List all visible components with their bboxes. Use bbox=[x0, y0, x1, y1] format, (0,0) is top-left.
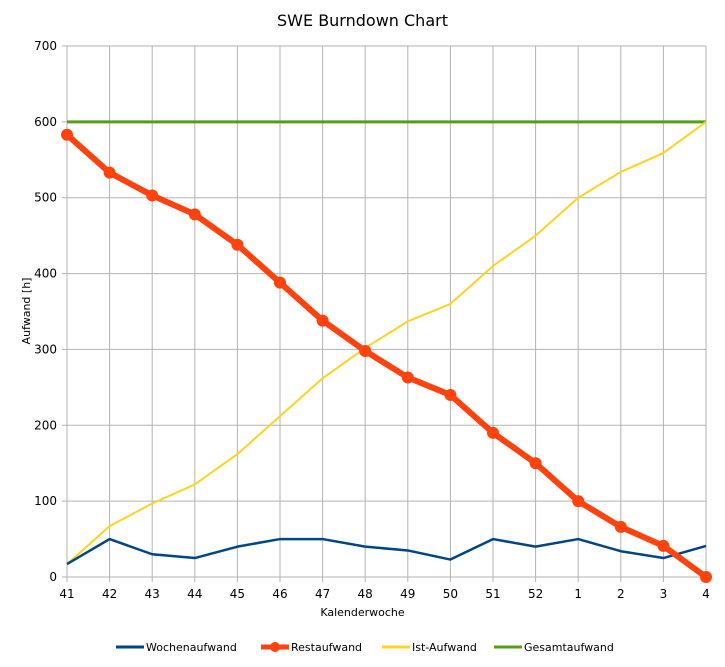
y-tick-label: 300 bbox=[34, 342, 57, 356]
series-line-ist-aufwand bbox=[66, 121, 707, 565]
x-tick-label: 49 bbox=[400, 587, 415, 601]
data-point-restaufwand bbox=[487, 426, 499, 439]
chart-title: SWE Burndown Chart bbox=[277, 11, 448, 30]
data-point-restaufwand bbox=[231, 238, 244, 251]
x-tick-label: 47 bbox=[315, 587, 330, 601]
data-point-restaufwand bbox=[146, 189, 159, 202]
x-tick-label: 42 bbox=[102, 587, 117, 601]
x-tick-label: 43 bbox=[145, 587, 160, 601]
data-point-restaufwand bbox=[572, 495, 585, 508]
x-tick-label: 44 bbox=[187, 587, 202, 601]
x-tick-label: 48 bbox=[358, 587, 373, 601]
y-tick-label: 0 bbox=[49, 570, 57, 584]
y-tick-label: 200 bbox=[34, 418, 57, 432]
x-tick-label: 3 bbox=[660, 587, 668, 601]
data-point-restaufwand bbox=[444, 388, 457, 401]
data-point-restaufwand bbox=[614, 520, 627, 533]
y-tick-label: 100 bbox=[34, 494, 57, 508]
x-tick-label: 2 bbox=[617, 587, 625, 601]
grid bbox=[62, 45, 707, 582]
y-tick-label: 700 bbox=[34, 39, 57, 53]
series-group bbox=[61, 120, 712, 583]
y-axis-ticks: 0 100 200 300 400 500 600 700 bbox=[34, 39, 57, 584]
legend: Wochenaufwand Restaufwand Ist-Aufwand Gesam… bbox=[116, 641, 614, 654]
x-tick-label: 41 bbox=[59, 587, 74, 601]
data-point-restaufwand bbox=[529, 457, 542, 470]
x-tick-label: 50 bbox=[443, 587, 458, 601]
data-point-restaufwand bbox=[188, 208, 201, 221]
legend-marker-restaufwand bbox=[270, 642, 280, 652]
x-axis-label: Kalenderwoche bbox=[320, 606, 405, 619]
legend-label-ist-aufwand: Ist-Aufwand bbox=[412, 641, 477, 654]
data-point-restaufwand bbox=[274, 276, 286, 289]
data-point-restaufwand bbox=[316, 314, 329, 327]
legend-label-wochenaufwand: Wochenaufwand bbox=[146, 641, 237, 654]
y-axis-label: Aufwand [h] bbox=[20, 278, 33, 345]
y-tick-label: 500 bbox=[34, 191, 57, 205]
x-tick-label: 45 bbox=[230, 587, 245, 601]
legend-label-gesamtaufwand: Gesamtaufwand bbox=[524, 641, 614, 654]
x-tick-label: 51 bbox=[485, 587, 500, 601]
x-tick-label: 4 bbox=[702, 587, 710, 601]
x-tick-label: 52 bbox=[528, 587, 543, 601]
data-point-restaufwand bbox=[359, 344, 372, 357]
data-point-restaufwand bbox=[700, 571, 712, 583]
data-point-restaufwand bbox=[103, 166, 116, 179]
series-line-wochenaufwand bbox=[66, 537, 707, 566]
data-point-restaufwand bbox=[657, 539, 670, 552]
x-tick-label: 46 bbox=[272, 587, 287, 601]
data-point-restaufwand bbox=[401, 371, 414, 384]
x-axis-ticks: 41 42 43 44 45 46 47 48 49 50 51 52 1 2 3 4 bbox=[59, 587, 709, 601]
series-line-restaufwand bbox=[65, 132, 708, 580]
legend-label-restaufwand: Restaufwand bbox=[291, 641, 362, 654]
x-tick-label: 1 bbox=[574, 587, 582, 601]
y-tick-label: 400 bbox=[34, 267, 57, 281]
data-point-restaufwand bbox=[61, 128, 73, 141]
y-tick-label: 600 bbox=[34, 115, 57, 129]
